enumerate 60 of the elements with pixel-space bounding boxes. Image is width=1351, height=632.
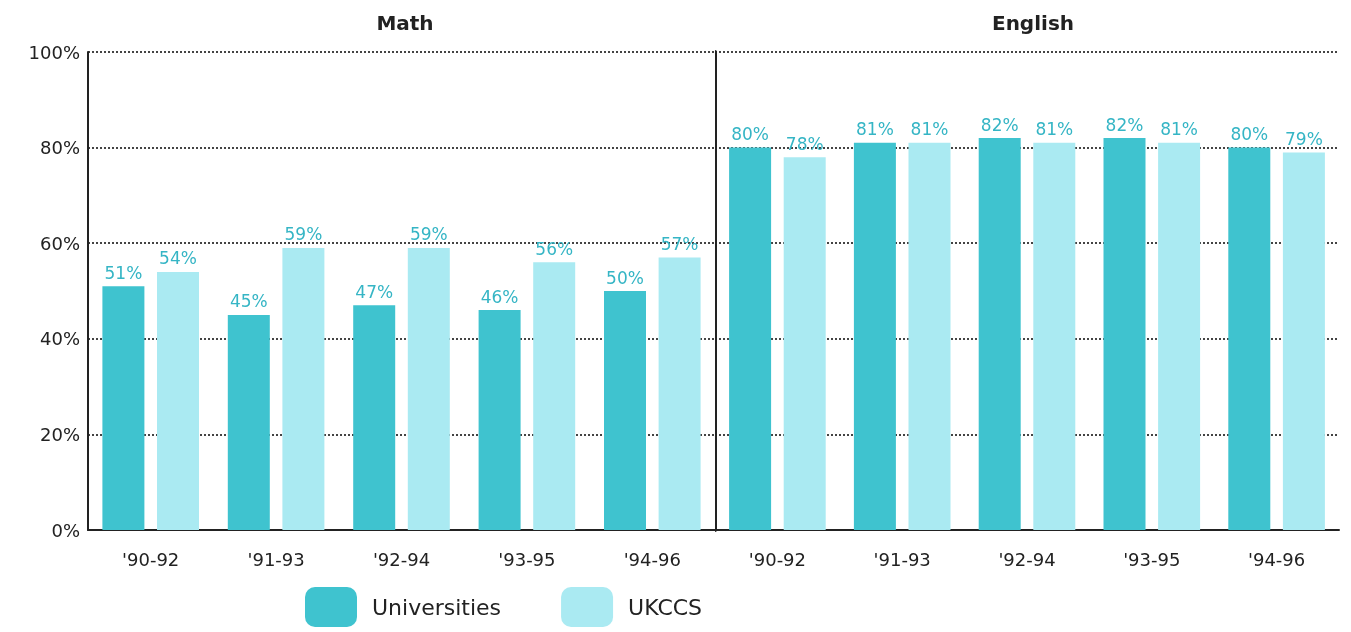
bar xyxy=(729,147,772,530)
x-tick-label: '93-95 xyxy=(498,548,556,570)
data-label: 79% xyxy=(1285,128,1323,149)
y-tick-label: 0% xyxy=(51,519,80,541)
bar xyxy=(978,138,1021,530)
bar xyxy=(533,262,576,530)
bar xyxy=(1158,142,1201,530)
data-label: 80% xyxy=(1230,124,1269,145)
bar xyxy=(407,247,450,530)
x-tick-label: '90-92 xyxy=(122,548,180,570)
x-tick-label: '90-92 xyxy=(748,548,807,570)
bar xyxy=(157,271,199,530)
data-label: 54% xyxy=(159,248,197,269)
bar xyxy=(227,314,270,530)
bar xyxy=(1033,142,1076,530)
legend-label: Universities xyxy=(372,594,502,620)
bar xyxy=(1228,147,1271,530)
x-tick-label: '92-94 xyxy=(372,548,431,570)
bar xyxy=(478,310,521,530)
y-tick-label: 100% xyxy=(28,41,80,63)
bar xyxy=(1282,152,1325,530)
y-tick-label: 40% xyxy=(39,328,80,350)
bar xyxy=(102,286,145,530)
bar xyxy=(1103,138,1146,530)
data-label: 80% xyxy=(731,124,769,145)
bar xyxy=(908,142,951,530)
data-label: 57% xyxy=(660,234,699,255)
bar xyxy=(353,305,396,530)
data-label: 45% xyxy=(229,291,268,312)
chart-title: English xyxy=(991,11,1075,35)
bar xyxy=(853,142,896,530)
bar xyxy=(604,291,646,530)
data-label: 47% xyxy=(355,281,394,302)
data-label: 59% xyxy=(409,224,448,245)
data-label: 59% xyxy=(284,224,323,245)
data-label: 50% xyxy=(606,267,644,288)
x-tick-label: '92-94 xyxy=(998,548,1056,570)
y-tick-label: 80% xyxy=(39,137,80,159)
x-tick-label: '94-96 xyxy=(1247,548,1306,570)
data-label: 81% xyxy=(1160,119,1198,140)
data-label: 81% xyxy=(910,119,949,140)
x-tick-label: '94-96 xyxy=(623,548,681,570)
x-tick-label: '93-95 xyxy=(1123,548,1181,570)
data-label: 78% xyxy=(785,133,824,154)
bar xyxy=(658,257,701,530)
x-tick-label: '91-93 xyxy=(873,548,931,570)
y-tick-label: 60% xyxy=(39,232,80,254)
legend-label: UKCCS xyxy=(628,594,703,620)
data-label: 82% xyxy=(1105,114,1144,135)
x-tick-label: '91-93 xyxy=(247,548,305,570)
data-label: 81% xyxy=(1035,119,1074,140)
bar xyxy=(282,247,325,530)
data-label: 81% xyxy=(856,119,894,140)
data-label: 56% xyxy=(535,238,574,259)
y-tick-label: 20% xyxy=(39,423,80,445)
data-label: 51% xyxy=(104,262,143,283)
data-label: 46% xyxy=(480,286,519,307)
chart-title: Math xyxy=(376,11,434,35)
bar xyxy=(783,157,826,530)
data-label: 82% xyxy=(980,114,1019,135)
